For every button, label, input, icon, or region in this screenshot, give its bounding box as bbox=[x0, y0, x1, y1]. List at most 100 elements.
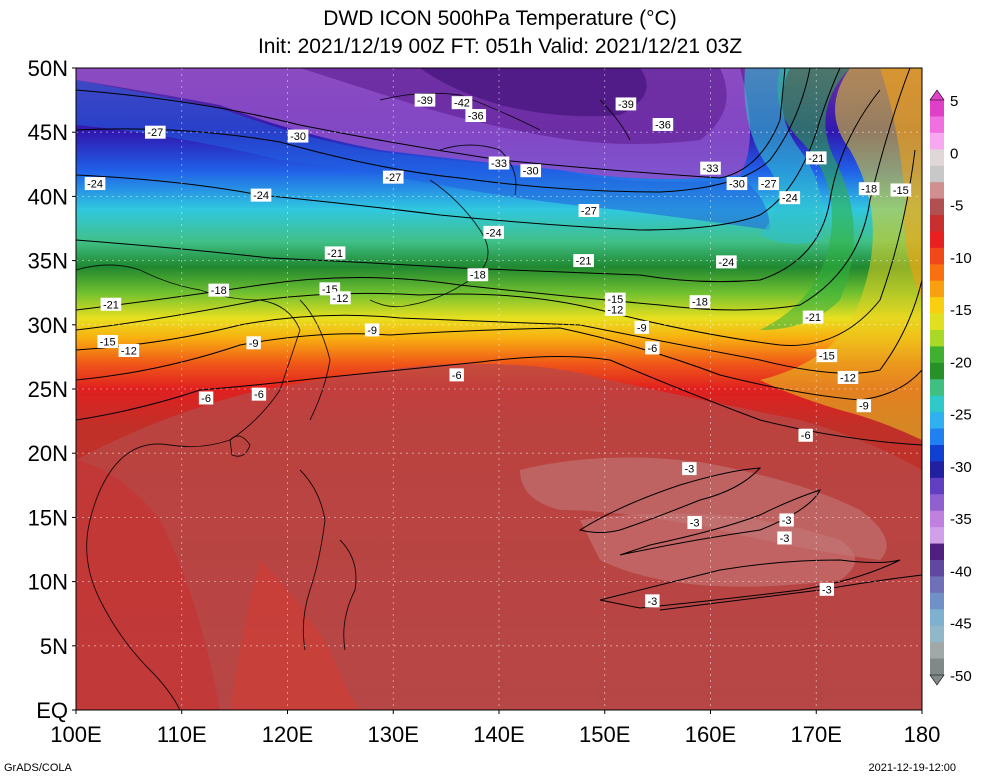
svg-text:-24: -24 bbox=[486, 227, 502, 239]
svg-text:-24: -24 bbox=[718, 257, 734, 269]
footer-timestamp: 2021-12-19-12:00 bbox=[868, 762, 956, 774]
contour-label: -27 bbox=[145, 125, 166, 139]
colorbar-swatch bbox=[930, 100, 944, 117]
svg-text:-6: -6 bbox=[647, 343, 657, 355]
lat-label: 20N bbox=[28, 441, 68, 466]
colorbar-swatch bbox=[930, 494, 944, 512]
svg-text:-27: -27 bbox=[385, 172, 401, 184]
lat-label: 35N bbox=[28, 249, 68, 274]
svg-text:-27: -27 bbox=[147, 127, 163, 139]
contour-label: -15 bbox=[890, 183, 912, 197]
colorbar-swatch bbox=[930, 461, 944, 479]
contour-label: -27 bbox=[578, 204, 600, 218]
colorbar-swatch bbox=[930, 510, 944, 528]
svg-text:-36: -36 bbox=[655, 119, 671, 131]
colorbar-label: -45 bbox=[950, 616, 972, 633]
contour-label: -3 bbox=[779, 513, 794, 527]
contour-label: -6 bbox=[198, 391, 214, 405]
contour-label: -27 bbox=[382, 170, 404, 184]
svg-text:-30: -30 bbox=[523, 166, 539, 178]
colorbar-swatch bbox=[930, 247, 944, 265]
contour-label: -24 bbox=[84, 177, 106, 191]
svg-text:-6: -6 bbox=[254, 389, 264, 401]
contour-label: -21 bbox=[324, 246, 346, 260]
lat-label: EQ bbox=[36, 698, 68, 723]
map-subtitle: Init: 2021/12/19 00Z FT: 051h Valid: 202… bbox=[257, 35, 743, 58]
map-title: DWD ICON 500hPa Temperature (°C) bbox=[323, 7, 677, 30]
svg-text:-3: -3 bbox=[684, 464, 694, 476]
contour-label: -6 bbox=[251, 387, 267, 401]
colorbar-swatch bbox=[930, 592, 944, 610]
colorbar-label: -5 bbox=[950, 198, 963, 215]
svg-text:-9: -9 bbox=[367, 325, 377, 337]
svg-text:-3: -3 bbox=[647, 596, 657, 608]
colorbar-swatch bbox=[930, 543, 944, 561]
colorbar-swatch bbox=[930, 362, 944, 380]
contour-label: -18 bbox=[208, 283, 230, 297]
svg-text:-3: -3 bbox=[782, 515, 792, 527]
lon-label: 180 bbox=[904, 722, 941, 747]
colorbar-label: -40 bbox=[950, 563, 972, 580]
svg-text:-33: -33 bbox=[703, 163, 719, 175]
contour-labels: -39 -42-36-39-36-27 -30-33 -33-21-24-27-30-… bbox=[84, 93, 912, 608]
colorbar-label: 5 bbox=[950, 93, 958, 110]
contour-label: -24 bbox=[250, 188, 272, 202]
svg-text:-24: -24 bbox=[87, 179, 103, 191]
colorbar-swatch bbox=[930, 116, 944, 134]
lon-label: 130E bbox=[368, 722, 419, 747]
svg-text:-9: -9 bbox=[637, 322, 647, 334]
lon-label: 120E bbox=[262, 722, 313, 747]
svg-text:-30: -30 bbox=[729, 179, 745, 191]
colorbar-swatch bbox=[930, 165, 944, 183]
colorbar-swatch bbox=[930, 428, 944, 446]
svg-text:-6: -6 bbox=[452, 370, 462, 382]
contour-label: -24 bbox=[779, 191, 801, 205]
colorbar-swatch bbox=[930, 527, 944, 545]
colorbar-swatch bbox=[930, 658, 944, 676]
contour-label: -36 bbox=[652, 117, 674, 131]
contour-label: -3 bbox=[819, 582, 835, 596]
svg-text:-24: -24 bbox=[253, 190, 269, 202]
colorbar: 5 0 -5 -10 -15 -20 -25 -30 -35 -40 -45 -50 bbox=[929, 89, 972, 686]
contour-label: -33 bbox=[700, 161, 721, 175]
contour-label: -39 bbox=[615, 97, 637, 111]
colorbar-label: -30 bbox=[950, 459, 972, 476]
colorbar-swatch bbox=[930, 215, 944, 232]
colorbar-swatch bbox=[930, 297, 944, 315]
svg-text:-27: -27 bbox=[761, 179, 777, 191]
colorbar-swatch bbox=[930, 264, 944, 282]
contour-label: -12 bbox=[605, 302, 626, 316]
contour-label: -6 bbox=[645, 341, 660, 355]
lat-label: 25N bbox=[28, 377, 68, 402]
svg-text:-18: -18 bbox=[470, 270, 486, 282]
contour-label: -39 bbox=[414, 93, 436, 107]
contour-label: -21 bbox=[802, 310, 824, 324]
svg-text:-6: -6 bbox=[801, 430, 811, 442]
colorbar-label: -10 bbox=[950, 250, 972, 267]
contour-label: -9 bbox=[364, 323, 380, 337]
svg-text:-3: -3 bbox=[780, 533, 790, 545]
contour-label: -15 bbox=[97, 334, 119, 348]
colorbar-swatch bbox=[930, 313, 944, 331]
contour-label: -30 bbox=[520, 164, 542, 178]
contour-label: -15 bbox=[816, 349, 838, 363]
svg-text:-21: -21 bbox=[327, 248, 343, 260]
colorbar-swatch bbox=[930, 560, 944, 577]
svg-text:-3: -3 bbox=[822, 584, 832, 596]
colorbar-max-arrow bbox=[929, 89, 945, 101]
colorbar-swatch bbox=[930, 379, 944, 397]
lat-label: 5N bbox=[40, 634, 68, 659]
svg-text:-27: -27 bbox=[581, 206, 597, 218]
contour-label: -21 bbox=[573, 254, 594, 268]
contour-label: -9 bbox=[634, 320, 649, 334]
svg-text:-18: -18 bbox=[211, 285, 227, 297]
colorbar-swatch bbox=[930, 280, 944, 298]
svg-text:-30: -30 bbox=[290, 131, 306, 143]
svg-text:-18: -18 bbox=[692, 297, 708, 309]
colorbar-label: -50 bbox=[950, 668, 972, 685]
svg-text:-15: -15 bbox=[819, 351, 835, 363]
contour-label: -30 bbox=[287, 129, 309, 143]
lon-label: 160E bbox=[685, 722, 736, 747]
